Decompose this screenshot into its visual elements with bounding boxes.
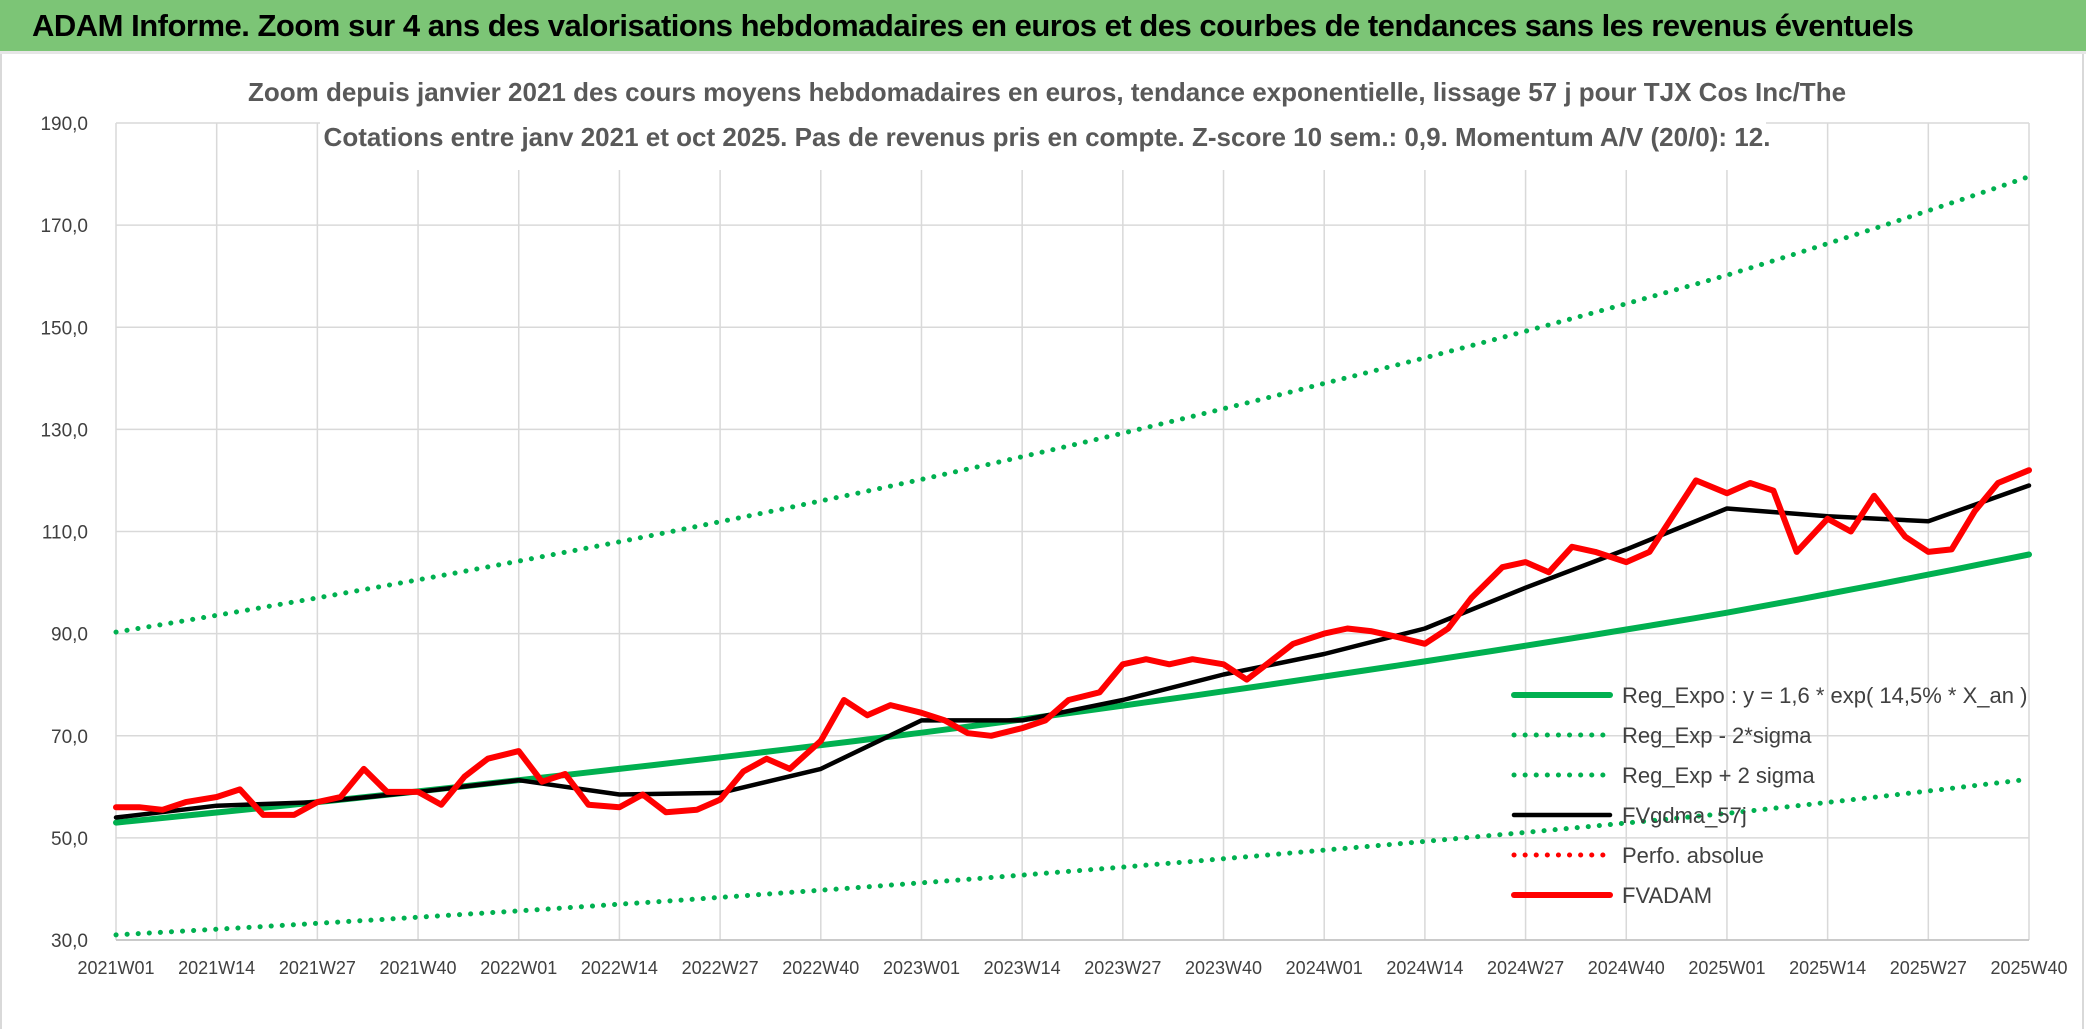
legend-entry: FVgdma_57j — [1622, 803, 1747, 828]
x-tick-label: 2024W40 — [1588, 958, 1665, 978]
series-line — [113, 174, 2032, 635]
x-tick-label: 2023W27 — [1084, 958, 1161, 978]
report-title: ADAM Informe. Zoom sur 4 ans des valoris… — [32, 8, 1914, 43]
legend-entry: Reg_Expo : y = 1,6 * exp( 14,5% * X_an ) — [1622, 683, 2027, 708]
legend-entry: Reg_Exp - 2*sigma — [1622, 723, 1812, 748]
x-tick-label: 2022W27 — [682, 958, 759, 978]
x-tick-label: 2021W27 — [279, 958, 356, 978]
x-tick-label: 2023W40 — [1185, 958, 1262, 978]
chart-frame: 30,0 50,0 70,0 90,0 110,0 130,0 150,0 170,0 190,… — [0, 54, 2084, 1029]
x-tick-label: 2021W14 — [178, 958, 255, 978]
x-axis-ticks: 2021W01 2021W14 2021W27 2021W40 2022W01 2022W… — [77, 958, 2067, 978]
x-tick-label: 2025W27 — [1890, 958, 1967, 978]
x-tick-label: 2021W40 — [380, 958, 457, 978]
x-tick-label: 2024W14 — [1386, 958, 1463, 978]
x-tick-label: 2024W01 — [1286, 958, 1363, 978]
x-tick-label: 2022W14 — [581, 958, 658, 978]
y-tick-label: 70,0 — [51, 727, 88, 748]
series-line — [113, 483, 2032, 820]
x-tick-label: 2025W01 — [1688, 958, 1765, 978]
x-tick-label: 2022W40 — [782, 958, 859, 978]
chart-series — [113, 174, 2032, 938]
y-tick-label: 90,0 — [51, 625, 88, 646]
y-tick-label: 110,0 — [42, 523, 88, 544]
legend-entry: FVADAM — [1622, 883, 1712, 908]
trend-chart: 30,0 50,0 70,0 90,0 110,0 130,0 150,0 170,0 190,… — [40, 64, 2068, 978]
x-tick-label: 2022W01 — [480, 958, 557, 978]
y-tick-label: 130,0 — [40, 420, 88, 441]
y-tick-label: 190,0 — [40, 114, 88, 135]
x-tick-label: 2023W01 — [883, 958, 960, 978]
x-tick-label: 2025W40 — [1990, 958, 2067, 978]
x-tick-label: 2025W14 — [1789, 958, 1866, 978]
chart-legend: Reg_Expo : y = 1,6 * exp( 14,5% * X_an )… — [1511, 683, 2027, 908]
y-tick-label: 30,0 — [51, 931, 88, 952]
y-axis-ticks: 30,0 50,0 70,0 90,0 110,0 130,0 150,0 170,0 190,… — [40, 114, 88, 952]
chart-subtitle: Cotations entre janv 2021 et oct 2025. P… — [324, 122, 1771, 152]
report-banner: ADAM Informe. Zoom sur 4 ans des valoris… — [0, 0, 2086, 54]
x-tick-label: 2023W14 — [984, 958, 1061, 978]
x-tick-label: 2021W01 — [77, 958, 154, 978]
title-backdrop — [320, 64, 1766, 170]
series-line — [113, 467, 2032, 818]
y-tick-label: 150,0 — [40, 318, 88, 339]
series-line — [113, 776, 2032, 938]
y-tick-label: 170,0 — [40, 216, 88, 237]
grid-lines — [115, 122, 2030, 941]
x-tick-label: 2024W27 — [1487, 958, 1564, 978]
y-tick-label: 50,0 — [51, 829, 88, 850]
chart-title: Zoom depuis janvier 2021 des cours moyen… — [248, 77, 1846, 107]
legend-entry: Reg_Exp + 2 sigma — [1622, 763, 1815, 788]
legend-entry: Perfo. absolue — [1622, 843, 1764, 868]
